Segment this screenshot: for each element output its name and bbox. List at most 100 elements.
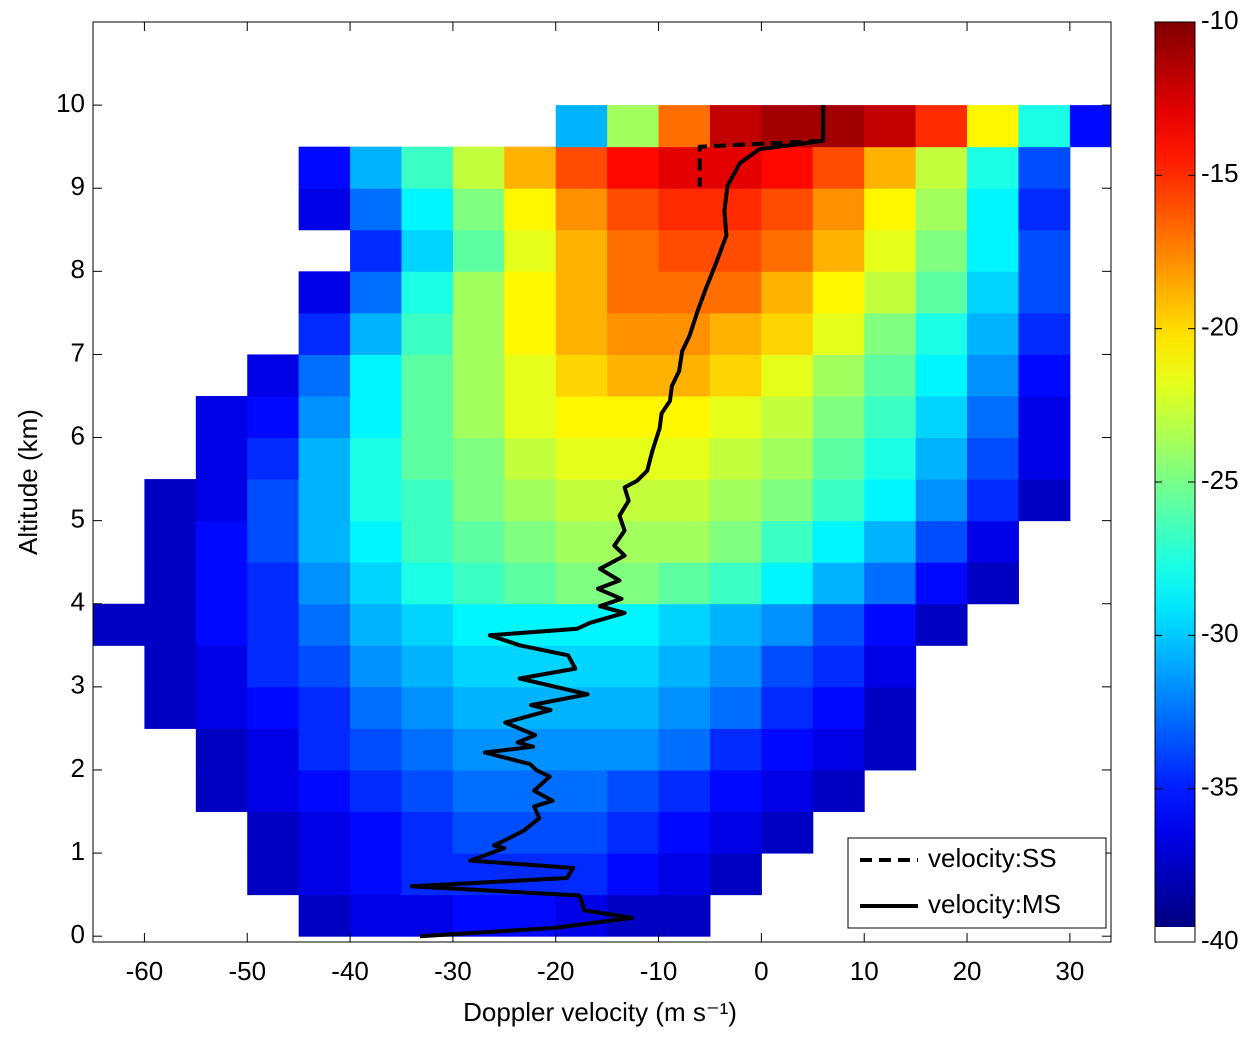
heatmap-cell [452, 354, 505, 397]
heatmap-cell [967, 354, 1019, 397]
heatmap-cell [401, 603, 454, 646]
heatmap-cell [555, 312, 608, 355]
heatmap-cell [350, 479, 402, 522]
heatmap-cell [401, 479, 454, 522]
heatmap-cell [350, 520, 402, 563]
heatmap-cell [504, 188, 557, 231]
x-tick-label: -40 [331, 956, 369, 986]
heatmap-cell [812, 645, 865, 688]
heatmap-cell [709, 229, 762, 272]
colorbar-tick-label: -35 [1201, 772, 1239, 802]
heatmap-cell [864, 728, 917, 771]
heatmap-cell [967, 146, 1019, 189]
heatmap-cell [864, 271, 917, 314]
heatmap-cell [812, 395, 865, 439]
heatmap-cell [93, 603, 145, 646]
heatmap-cell [607, 188, 660, 231]
heatmap-cell [812, 188, 865, 231]
heatmap-cell [195, 437, 248, 480]
heatmap-cell [761, 603, 814, 646]
colorbar-tick-label: -25 [1201, 465, 1239, 495]
heatmap-cell [915, 520, 968, 563]
heatmap-cell [1018, 105, 1071, 148]
heatmap-cell [144, 686, 197, 729]
heatmap-cell [761, 395, 814, 439]
heatmap-cell [504, 229, 557, 272]
heatmap-cell [452, 686, 505, 729]
heatmap-cell [967, 479, 1019, 522]
heatmap-cell [298, 271, 351, 314]
heatmap-cell [658, 853, 711, 896]
heatmap-cell [247, 354, 300, 397]
heatmap-cell [555, 853, 608, 896]
heatmap-cell [401, 811, 454, 854]
heatmap-cell [761, 811, 814, 854]
heatmap-cell [401, 146, 454, 189]
heatmap-cell [298, 395, 351, 439]
heatmap-cell [967, 395, 1019, 439]
y-tick-label: 8 [71, 254, 85, 284]
heatmap-cell [1018, 229, 1071, 272]
heatmap-cell [350, 229, 402, 272]
colorbar-tick-label: -15 [1201, 158, 1239, 188]
heatmap-cell [350, 271, 402, 314]
colorbar-tick-label: -20 [1201, 312, 1239, 342]
heatmap-cell [1018, 395, 1071, 439]
heatmap-cell [658, 769, 711, 813]
heatmap-cell [812, 354, 865, 397]
heatmap-cell [350, 437, 402, 480]
heatmap-cell [864, 520, 917, 563]
heatmap-cell [144, 520, 197, 563]
heatmap-cell [658, 520, 711, 563]
y-tick-label: 1 [71, 836, 85, 866]
heatmap-cell [812, 271, 865, 314]
heatmap-cell [709, 853, 762, 896]
heatmap-cell [915, 354, 968, 397]
overlay: -60 -50 -40 -30 -20 -10 0 10 20 30 0 1 2 3 4 5 6 7 8 9 10 vel… [56, 5, 1239, 986]
heatmap-cell [452, 769, 505, 813]
heatmap-cell [658, 354, 711, 397]
heatmap-cell [555, 354, 608, 397]
y-axis-label: Altitude (km) [13, 409, 43, 555]
heatmap-cell [452, 562, 505, 605]
heatmap-cell [915, 146, 968, 189]
heatmap-cell [504, 520, 557, 563]
heatmap-cell [1018, 188, 1071, 231]
heatmap-cell [967, 312, 1019, 355]
heatmap-cell [812, 562, 865, 605]
heatmap-cell [915, 562, 968, 605]
heatmap-cell [709, 520, 762, 563]
colorbar-tick-label: -10 [1201, 5, 1239, 35]
x-tick-label: -60 [126, 956, 164, 986]
heatmap-cell [452, 229, 505, 272]
x-tick-label: -10 [640, 956, 678, 986]
heatmap-cell [247, 479, 300, 522]
heatmap-cell [504, 811, 557, 854]
heatmap-cell [1018, 271, 1071, 314]
heatmap-cell [864, 395, 917, 439]
heatmap-cell [401, 686, 454, 729]
heatmap-cell [761, 105, 814, 148]
heatmap-cell [504, 479, 557, 522]
heatmap-cell [247, 686, 300, 729]
heatmap-cell [350, 811, 402, 854]
x-tick-label: -20 [537, 956, 575, 986]
heatmap-cell [298, 894, 351, 937]
heatmap-cell [298, 437, 351, 480]
heatmap-cell [555, 728, 608, 771]
heatmap-cell [709, 686, 762, 729]
heatmap-cell [452, 645, 505, 688]
heatmap-cell [401, 894, 454, 937]
heatmap-cell [761, 312, 814, 355]
heatmap-cell [607, 853, 660, 896]
heatmap-cell [350, 728, 402, 771]
heatmap-cell [812, 312, 865, 355]
heatmap-cell [915, 229, 968, 272]
heatmap-cell [812, 146, 865, 189]
heatmap-cell [761, 146, 814, 189]
heatmap-cell [915, 603, 968, 646]
heatmap-cell [555, 645, 608, 688]
y-tick-label: 6 [71, 420, 85, 450]
heatmap-cell [350, 562, 402, 605]
